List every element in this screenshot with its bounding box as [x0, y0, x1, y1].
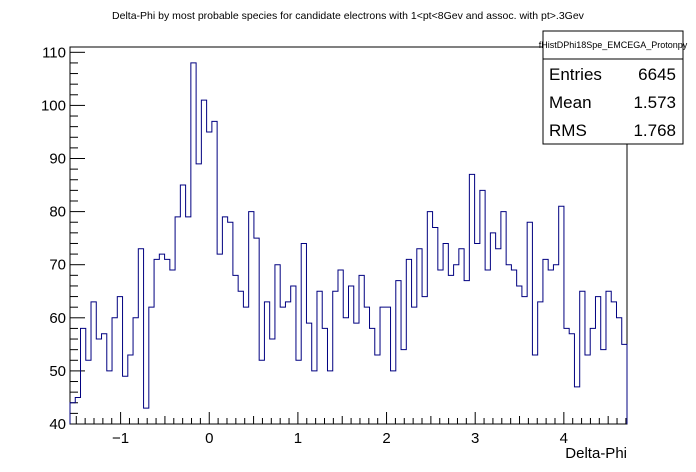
x-tick-label: 2: [382, 430, 390, 447]
y-tick-label: 50: [49, 363, 66, 380]
chart-title: Delta-Phi by most probable species for c…: [112, 10, 585, 22]
x-axis-label: Delta-Phi: [565, 445, 627, 462]
x-tick-label: 4: [560, 430, 568, 447]
x-tick-label: 1: [294, 430, 302, 447]
stats-entries-value: 6645: [638, 65, 676, 84]
y-tick-label: 90: [49, 151, 66, 168]
y-tick-label: 70: [49, 257, 66, 274]
y-tick-label: 40: [49, 416, 66, 433]
stats-entries-label: Entries: [549, 65, 602, 84]
plot-frame: [69, 46, 628, 425]
stats-box-frame: [542, 30, 684, 145]
stats-mean-value: 1.573: [633, 93, 676, 112]
y-tick-label: 60: [49, 310, 66, 327]
stats-rms-value: 1.768: [633, 121, 676, 140]
y-tick-label: 110: [42, 44, 66, 61]
x-tick-label: 3: [471, 430, 479, 447]
x-tick-label: 0: [205, 430, 213, 447]
histogram-line: [69, 62, 628, 424]
stats-box: fHistDPhi18Spe_EMCEGA_Protonpy Entries 6…: [539, 30, 688, 145]
y-tick-label: 80: [49, 204, 66, 221]
x-tick-label: −1: [112, 430, 129, 447]
y-axis: 40 50 60 70 80 90 100 110: [41, 44, 85, 433]
stats-mean-label: Mean: [549, 93, 592, 112]
stats-histogram-name: fHistDPhi18Spe_EMCEGA_Protonpy: [539, 40, 688, 50]
stats-rms-label: RMS: [549, 121, 587, 140]
y-tick-label: 100: [41, 97, 66, 114]
x-axis: −1 0 1 2 3 4: [75, 412, 627, 447]
